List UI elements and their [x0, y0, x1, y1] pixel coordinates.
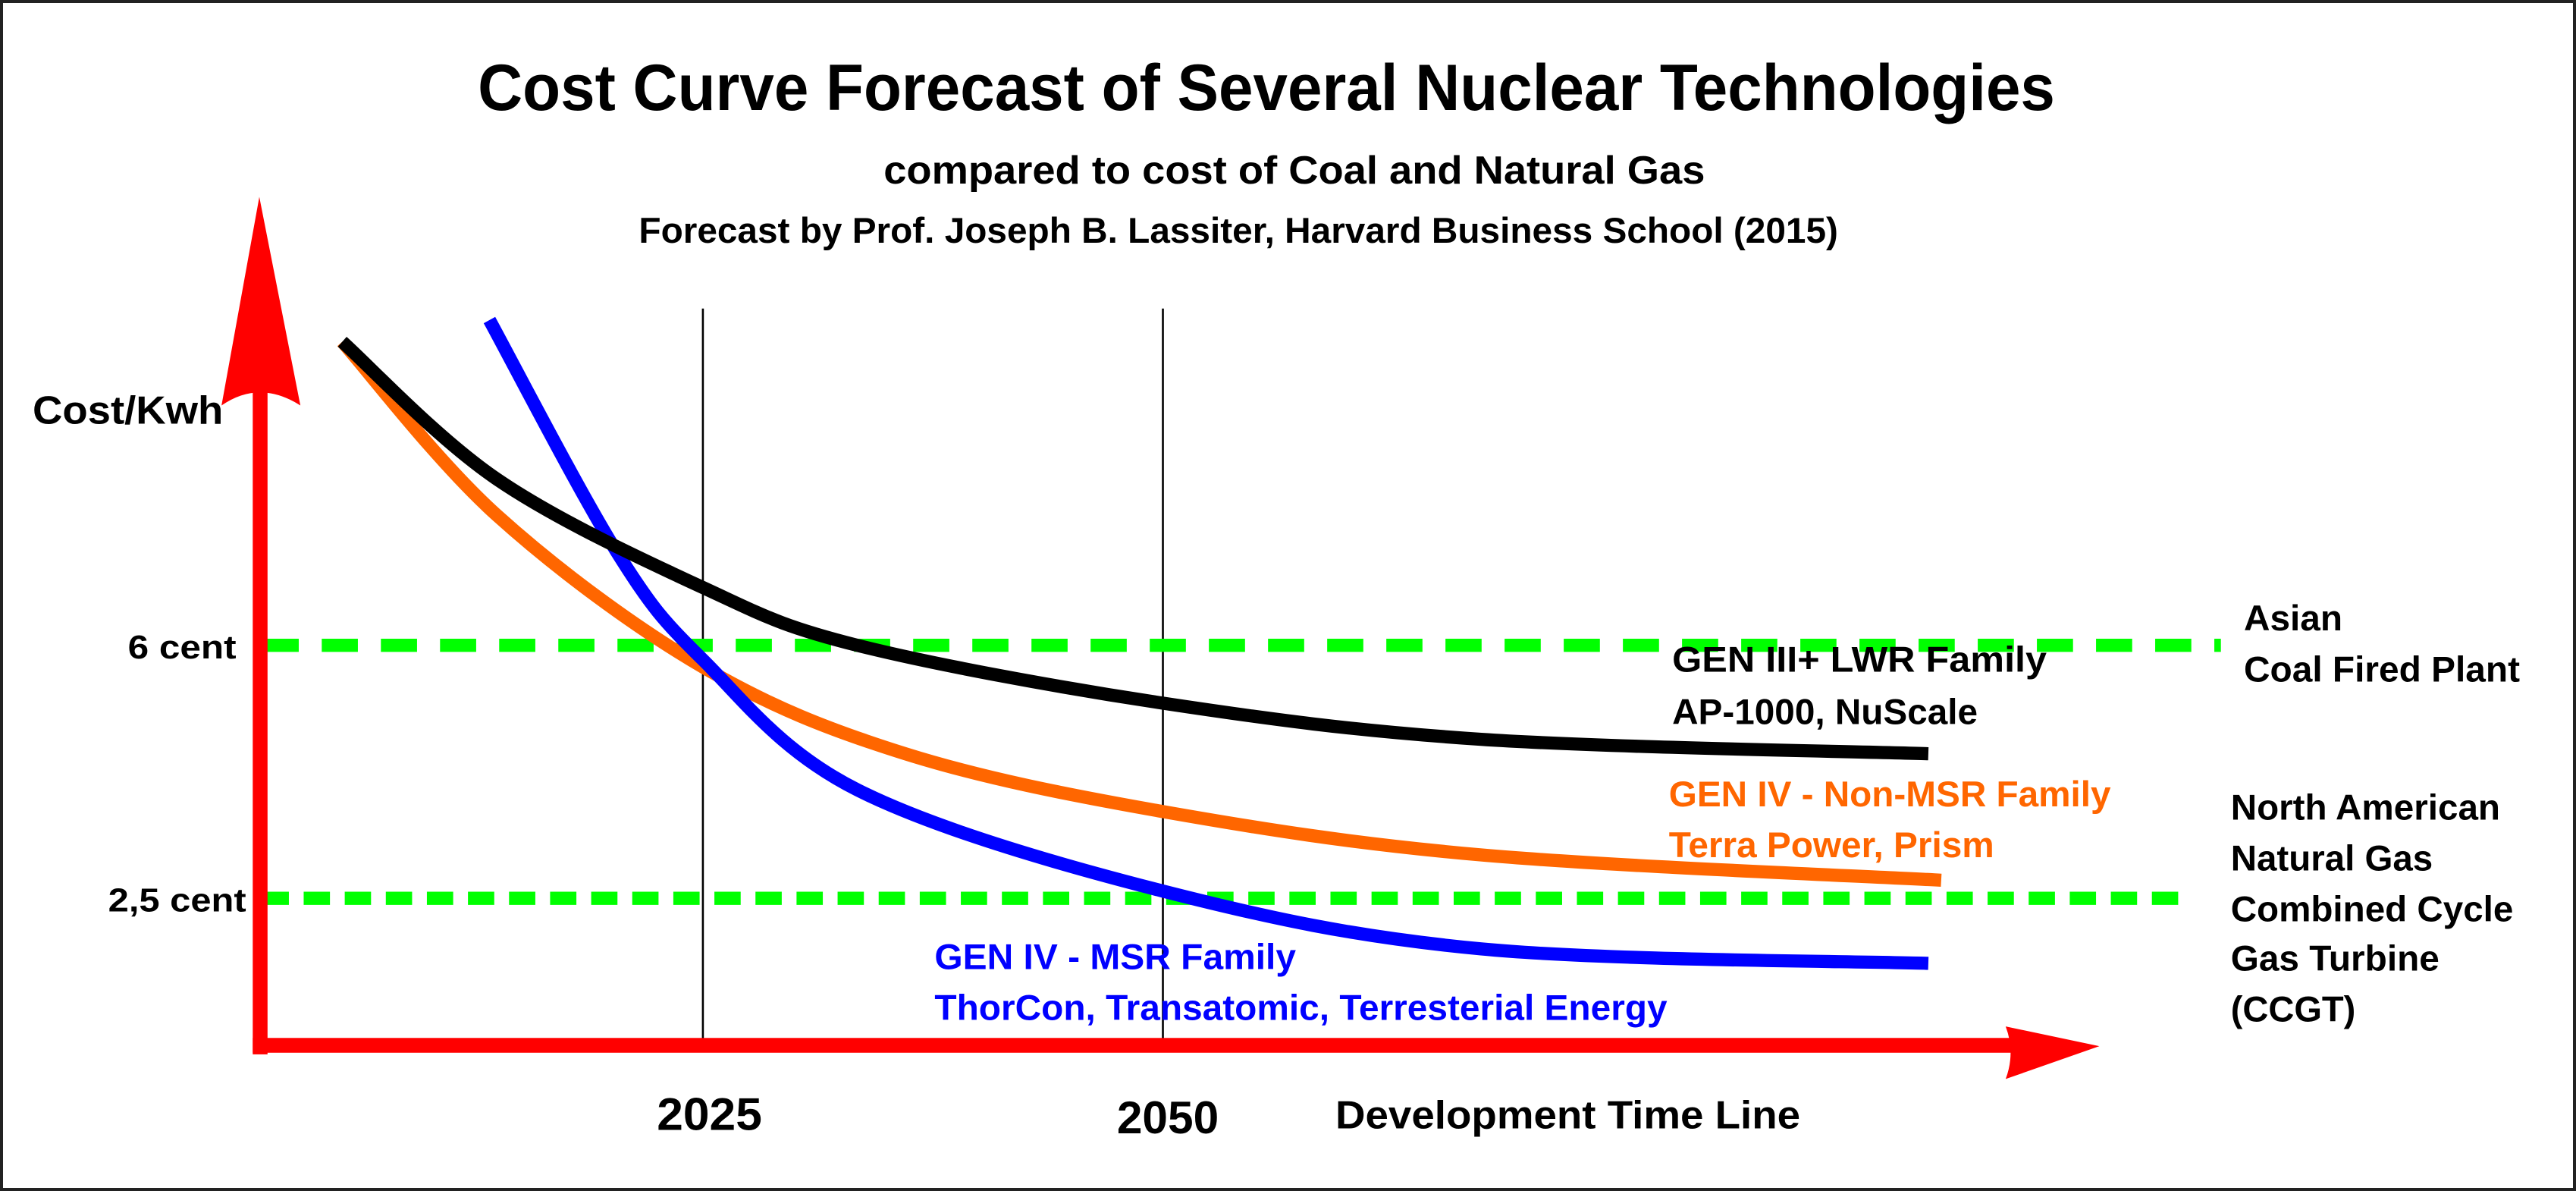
coal-reference-label: Asian Coal Fired Plant	[2244, 599, 2520, 690]
x-axis-arrowhead	[2005, 1026, 2100, 1079]
y-axis-arrowhead	[221, 196, 301, 406]
series-label-gen4-msr: GEN IV - MSR Family ThorCon, Transatomic…	[934, 937, 1668, 1028]
coal-label-line: Asian	[2244, 599, 2342, 639]
series-label-gen4-non-msr: GEN IV - Non-MSR Family Terra Power, Pri…	[1669, 775, 2111, 866]
y-axis-line	[253, 274, 268, 1054]
x-tick-2050: 2050	[1117, 1092, 1219, 1143]
series-label-gen3-lwr: GEN III+ LWR Family AP-1000, NuScale	[1672, 639, 2047, 732]
series-label-line: GEN IV - Non-MSR Family	[1669, 775, 2111, 815]
gas-reference-label: North American Natural Gas Combined Cycl…	[2231, 787, 2514, 1029]
series-curve-gen3-lwr	[337, 337, 1929, 761]
series-label-line: ThorCon, Transatomic, Terresterial Energ…	[934, 988, 1668, 1028]
chart-source: Forecast by Prof. Joseph B. Lassiter, Ha…	[639, 211, 1838, 251]
gas-label-line: North American	[2231, 787, 2500, 828]
gas-label-line: Natural Gas	[2231, 838, 2433, 878]
x-axis-label: Development Time Line	[1335, 1093, 1800, 1137]
gas-label-line: Combined Cycle	[2231, 890, 2514, 930]
chart-title: Cost Curve Forecast of Several Nuclear T…	[478, 52, 2055, 124]
chart-svg: Cost Curve Forecast of Several Nuclear T…	[33, 52, 2520, 1143]
x-axis-line	[253, 1038, 2028, 1053]
gas-label-line: (CCGT)	[2231, 990, 2356, 1030]
y-tick-2-5-cent: 2,5 cent	[108, 883, 246, 919]
x-tick-2025: 2025	[657, 1089, 762, 1140]
series-curve-gen4-non-msr	[337, 337, 1942, 888]
gas-label-line: Gas Turbine	[2231, 938, 2440, 979]
series-label-line: AP-1000, NuScale	[1672, 693, 1978, 733]
coal-label-line: Coal Fired Plant	[2244, 649, 2520, 690]
series-label-line: GEN IV - MSR Family	[934, 937, 1296, 977]
series-label-line: Terra Power, Prism	[1669, 825, 1994, 866]
chart-subtitle: compared to cost of Coal and Natural Gas	[883, 149, 1705, 193]
series-label-line: GEN III+ LWR Family	[1672, 639, 2047, 680]
axes	[221, 196, 2100, 1079]
y-tick-6-cent: 6 cent	[128, 630, 237, 666]
y-axis-label: Cost/Kwh	[33, 388, 223, 432]
